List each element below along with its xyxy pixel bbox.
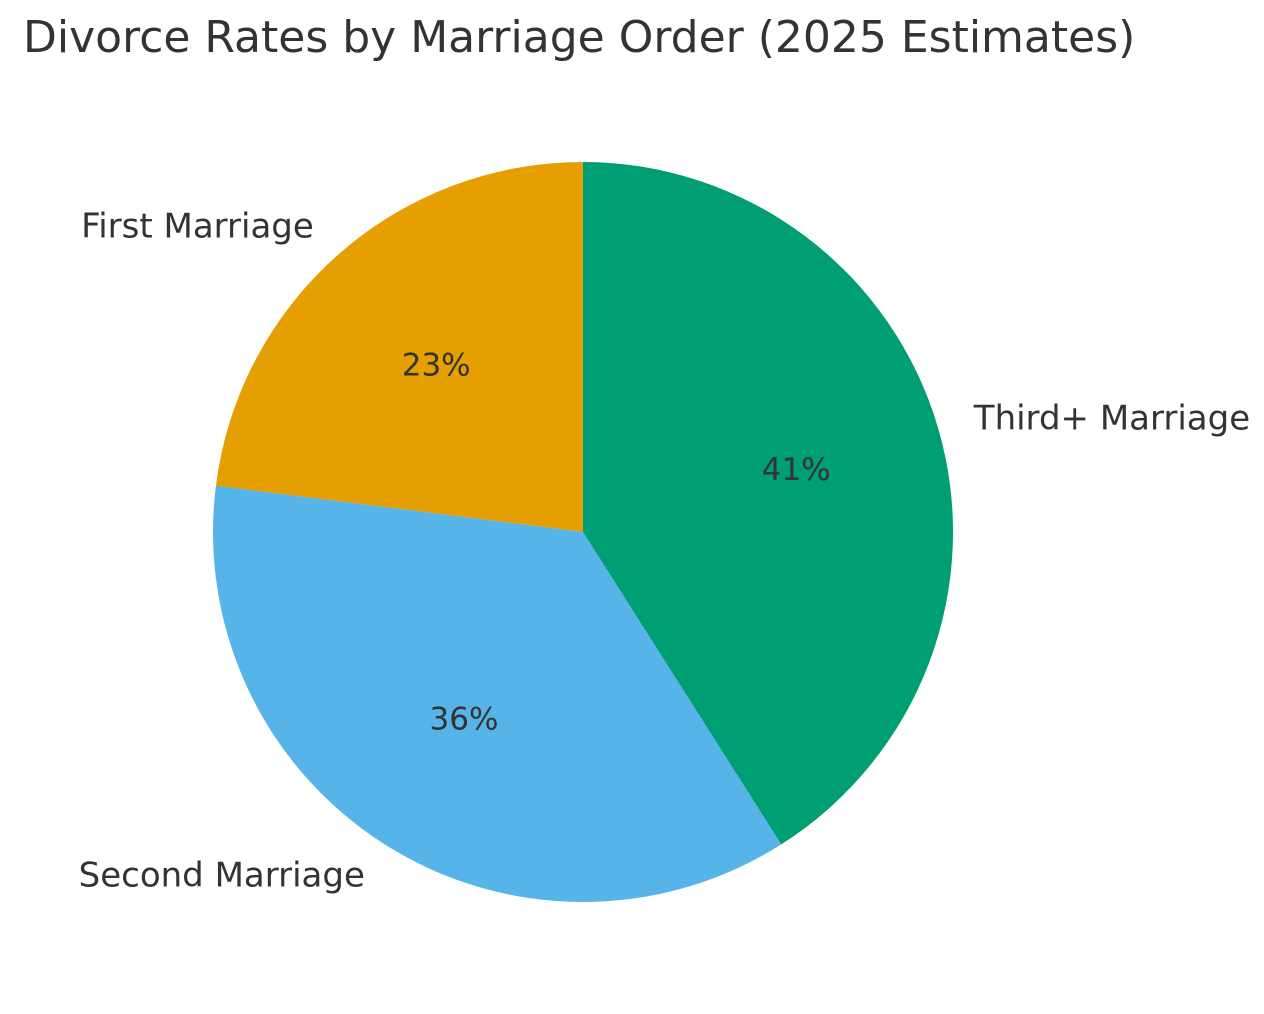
slice-label-third-marriage: Third+ Marriage	[973, 399, 1250, 439]
slice-label-first-marriage: First Marriage	[81, 207, 314, 247]
pct-label-second-marriage: 36%	[430, 701, 499, 737]
pct-label-first-marriage: 23%	[402, 348, 471, 384]
pie-slice-second-marriage	[213, 485, 782, 902]
slice-label-second-marriage: Second Marriage	[79, 856, 365, 896]
pie-slice-third-marriage	[583, 162, 954, 845]
pie-slice-first-marriage	[215, 162, 584, 532]
pct-label-third-marriage: 41%	[762, 452, 831, 488]
chart-title: Divorce Rates by Marriage Order (2025 Es…	[23, 12, 1136, 63]
